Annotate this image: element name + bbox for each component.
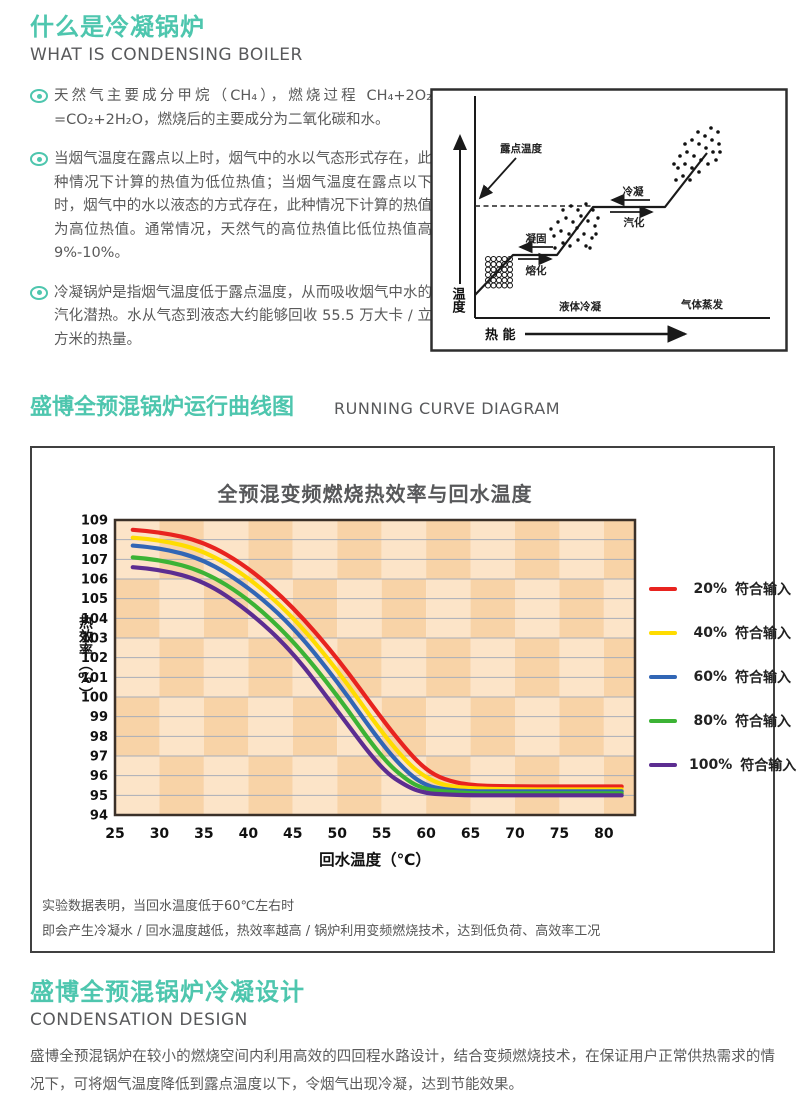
section-curve-title-en: RUNNING CURVE DIAGRAM: [334, 399, 561, 418]
svg-text:40: 40: [239, 826, 259, 842]
bullet-item: 冷凝锅炉是指烟气温度低于露点温度，从而吸收烟气中水的汽化潜热。水从气态到液态大约…: [30, 282, 432, 353]
section-what-title-cn: 什么是冷凝锅炉: [30, 13, 205, 41]
legend-suffix: 符合输入: [735, 670, 791, 686]
legend-item-80: 80% 符合输入: [649, 710, 796, 732]
legend-item-40: 40% 符合输入: [649, 622, 796, 644]
top-row: 天然气主要成分甲烷（CH₄），燃烧过程 CH₄+2O₂ =CO₂+2H₂O，燃烧…: [30, 85, 788, 353]
svg-text:50: 50: [327, 826, 347, 842]
svg-text:108: 108: [81, 533, 108, 548]
phase-curve: [474, 152, 708, 296]
liquid-condense-label: 液体冷凝: [559, 300, 601, 313]
svg-text:96: 96: [90, 769, 108, 784]
svg-text:94: 94: [90, 809, 108, 824]
bullet-circle-dot-icon: [30, 285, 48, 300]
dew-point-label: 露点温度: [500, 142, 542, 155]
chart-title: 全预混变频燃烧热效率与回水温度: [217, 482, 533, 506]
melt-label: 熔化: [526, 264, 547, 277]
legend-suffix: 符合输入: [740, 758, 797, 774]
efficiency-chart: 94 95 96 97 98 99 100 101 102 103 104 105 106 107 108 1…: [77, 514, 637, 869]
bullet-item: 当烟气温度在露点以上时，烟气中的水以气态形式存在，此种情况下计算的热值为低位热值…: [30, 148, 432, 266]
chart-notes: 实验数据表明，当回水温度低于60℃左右时 即会产生冷凝水 / 回水温度越低，热效…: [42, 894, 600, 944]
vaporize-label: 汽化: [624, 216, 645, 229]
chart-note-line: 实验数据表明，当回水温度低于60℃左右时: [42, 899, 295, 914]
diagram-border: [430, 88, 788, 352]
bullet-circle-dot-icon: [30, 152, 48, 166]
condense-label: 冷凝: [623, 185, 644, 198]
chart-note-line: 即会产生冷凝水 / 回水温度越低，热效率越高 / 锅炉利用变频燃烧技术，达到低负…: [42, 924, 601, 939]
gas-dots-cluster: [672, 126, 722, 182]
svg-text:55: 55: [372, 826, 391, 842]
bullet-text: 当烟气温度在露点以上时，烟气中的水以气态形式存在，此种情况下计算的热值为低位热值…: [54, 151, 432, 261]
legend-item-60: 60% 符合输入: [649, 666, 796, 688]
legend-swatch-blue: [649, 675, 677, 679]
legend-pct: 20%: [693, 581, 727, 597]
svg-text:45: 45: [283, 826, 302, 842]
legend-suffix: 符合输入: [735, 714, 791, 730]
solid-phase-circles: [485, 256, 513, 289]
svg-text:35: 35: [194, 826, 213, 842]
svg-text:70: 70: [505, 826, 525, 842]
svg-text:105: 105: [81, 592, 108, 607]
section-what-title-en: WHAT IS CONDENSING BOILER: [30, 45, 303, 65]
bullet-text: 冷凝锅炉是指烟气温度低于露点温度，从而吸收烟气中水的汽化潜热。水从气态到液态大约…: [54, 284, 432, 348]
legend-swatch-red: [649, 587, 677, 591]
chart-legend: 20% 符合输入 40% 符合输入 60% 符合输入 80% 符合输入 100%…: [649, 578, 796, 798]
svg-text:101: 101: [81, 671, 108, 686]
svg-text:99: 99: [90, 710, 108, 725]
svg-text:100: 100: [81, 691, 108, 706]
gas-evaporate-label: 气体蒸发: [680, 298, 723, 311]
solidify-label: 凝固: [526, 232, 547, 245]
legend-swatch-purple: [649, 763, 677, 767]
vapor-dots-cluster: [549, 202, 600, 250]
bullet-item: 天然气主要成分甲烷（CH₄），燃烧过程 CH₄+2O₂ =CO₂+2H₂O，燃烧…: [30, 85, 432, 132]
dew-point-pointer-arrow-icon: [478, 157, 517, 200]
svg-text:60: 60: [416, 826, 436, 842]
svg-text:98: 98: [90, 730, 108, 745]
section-design-title-cn: 盛博全预混锅炉冷凝设计: [30, 978, 305, 1006]
efficiency-chart-panel: 全预混变频燃烧热效率与回水温度 94 95 96 97 98 99 100 101 102 103…: [30, 446, 796, 953]
section-design-title-en: CONDENSATION DESIGN: [30, 1010, 248, 1030]
svg-text:95: 95: [90, 789, 108, 804]
svg-text:104: 104: [81, 612, 108, 627]
legend-pct: 100%: [689, 757, 733, 773]
legend-swatch-yellow: [649, 631, 677, 635]
bullet-list: 天然气主要成分甲烷（CH₄），燃烧过程 CH₄+2O₂ =CO₂+2H₂O，燃烧…: [30, 85, 432, 352]
svg-text:回水温度（℃）: 回水温度（℃）: [319, 850, 431, 869]
legend-item-100: 100% 符合输入: [649, 754, 796, 776]
svg-text:109: 109: [81, 514, 108, 529]
svg-text:103: 103: [81, 632, 108, 647]
legend-pct: 60%: [693, 669, 727, 685]
svg-text:107: 107: [81, 553, 108, 568]
svg-text:热效率（%）: 热效率（%）: [77, 614, 94, 701]
phase-change-diagram: 露点温度 凝固 熔化 冷凝 汽化 液体冷凝 气体蒸发 温度 热 能: [430, 88, 788, 352]
legend-pct: 40%: [693, 625, 727, 641]
legend-suffix: 符合输入: [735, 582, 791, 598]
svg-text:25: 25: [105, 826, 124, 842]
legend-swatch-green: [649, 719, 677, 723]
legend-pct: 80%: [693, 713, 727, 729]
svg-text:80: 80: [594, 826, 614, 842]
design-paragraph: 盛博全预混锅炉在较小的燃烧空间内利用高效的四回程水路设计，结合变频燃烧技术，在保…: [30, 1049, 775, 1093]
svg-text:102: 102: [81, 651, 108, 666]
legend-item-20: 20% 符合输入: [649, 578, 796, 600]
diagram-x-axis-label: 热 能: [485, 327, 516, 343]
bullet-text: 天然气主要成分甲烷（CH₄），燃烧过程 CH₄+2O₂ =CO₂+2H₂O，燃烧…: [54, 88, 432, 128]
diagram-y-axis-label: 温度: [450, 287, 466, 314]
bullet-circle-dot-icon: [30, 89, 48, 103]
section-curve-heading: 盛博全预混锅炉运行曲线图 RUNNING CURVE DIAGRAM: [30, 389, 775, 421]
svg-text:30: 30: [150, 826, 170, 842]
svg-text:106: 106: [81, 573, 108, 588]
svg-text:97: 97: [90, 750, 108, 765]
legend-suffix: 符合输入: [735, 626, 791, 642]
svg-text:75: 75: [550, 826, 569, 842]
svg-text:65: 65: [461, 826, 480, 842]
section-curve-title-cn: 盛博全预混锅炉运行曲线图: [30, 395, 295, 420]
